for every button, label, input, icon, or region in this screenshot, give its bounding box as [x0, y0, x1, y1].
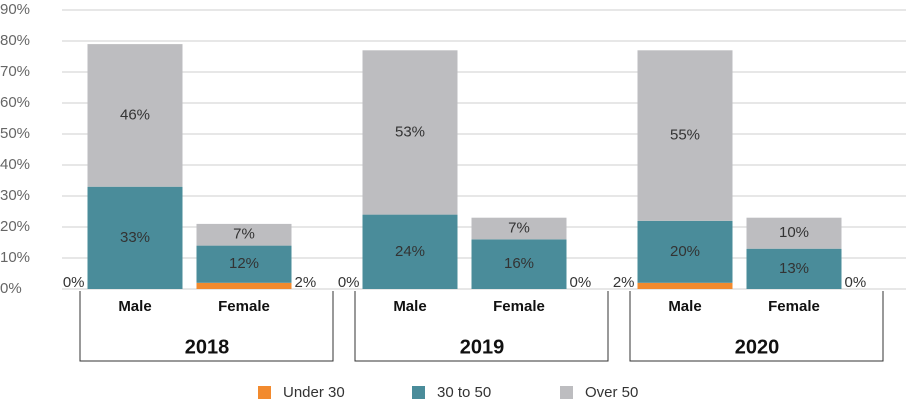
- data-label: 2%: [613, 274, 635, 291]
- bar-segment: [746, 217, 842, 249]
- y-tick-label: 60%: [0, 94, 30, 111]
- bar-segment: [87, 44, 183, 187]
- x-tick-label: Female: [768, 298, 820, 315]
- legend-label: 30 to 50: [437, 384, 491, 401]
- data-label: 10%: [779, 224, 809, 241]
- x-tick-label: Male: [393, 298, 426, 315]
- y-tick-label: 0%: [0, 280, 22, 297]
- x-tick-label: Female: [218, 298, 270, 315]
- data-label: 7%: [508, 220, 530, 237]
- x-tick-label: Female: [493, 298, 545, 315]
- bar-segment: [637, 282, 733, 289]
- group-box: [629, 291, 884, 362]
- data-label: 0%: [845, 274, 867, 291]
- bar-segment: [471, 217, 567, 240]
- bar-segment: [87, 186, 183, 289]
- y-tick-label: 70%: [0, 63, 30, 80]
- y-tick-label: 50%: [0, 125, 30, 142]
- bar-segment: [196, 245, 292, 283]
- bar-segment: [362, 50, 458, 215]
- bar-segment: [637, 220, 733, 283]
- bar-segment: [637, 50, 733, 221]
- legend-label: Under 30: [283, 384, 345, 401]
- y-tick-label: 80%: [0, 32, 30, 49]
- data-label: 0%: [570, 274, 592, 291]
- bar-segment: [746, 248, 842, 289]
- legend-swatch: [560, 386, 573, 399]
- y-tick-label: 30%: [0, 187, 30, 204]
- bar-segment: [196, 223, 292, 246]
- bar-segment: [362, 214, 458, 289]
- data-label: 0%: [338, 274, 360, 291]
- x-tick-label: Male: [118, 298, 151, 315]
- legend-swatch: [258, 386, 271, 399]
- group-box: [354, 291, 609, 362]
- data-label: 2%: [295, 274, 317, 291]
- legend-swatch: [412, 386, 425, 399]
- data-label: 16%: [504, 255, 534, 272]
- data-label: 12%: [229, 255, 259, 272]
- group-label: 2020: [735, 336, 780, 358]
- data-label: 55%: [670, 127, 700, 144]
- data-label: 7%: [233, 226, 255, 243]
- y-tick-label: 20%: [0, 218, 30, 235]
- y-tick-label: 90%: [0, 1, 30, 18]
- group-label: 2019: [460, 336, 505, 358]
- group-label: 2018: [185, 336, 230, 358]
- data-label: 33%: [120, 229, 150, 246]
- y-tick-label: 10%: [0, 249, 30, 266]
- x-tick-label: Male: [668, 298, 701, 315]
- data-label: 24%: [395, 243, 425, 260]
- bar-segment: [196, 282, 292, 289]
- data-label: 46%: [120, 106, 150, 123]
- legend-label: Over 50: [585, 384, 638, 401]
- y-tick-label: 40%: [0, 156, 30, 173]
- group-box: [79, 291, 334, 362]
- data-label: 53%: [395, 123, 425, 140]
- data-label: 0%: [63, 274, 85, 291]
- data-label: 20%: [670, 243, 700, 260]
- data-label: 13%: [779, 260, 809, 277]
- bar-segment: [471, 239, 567, 289]
